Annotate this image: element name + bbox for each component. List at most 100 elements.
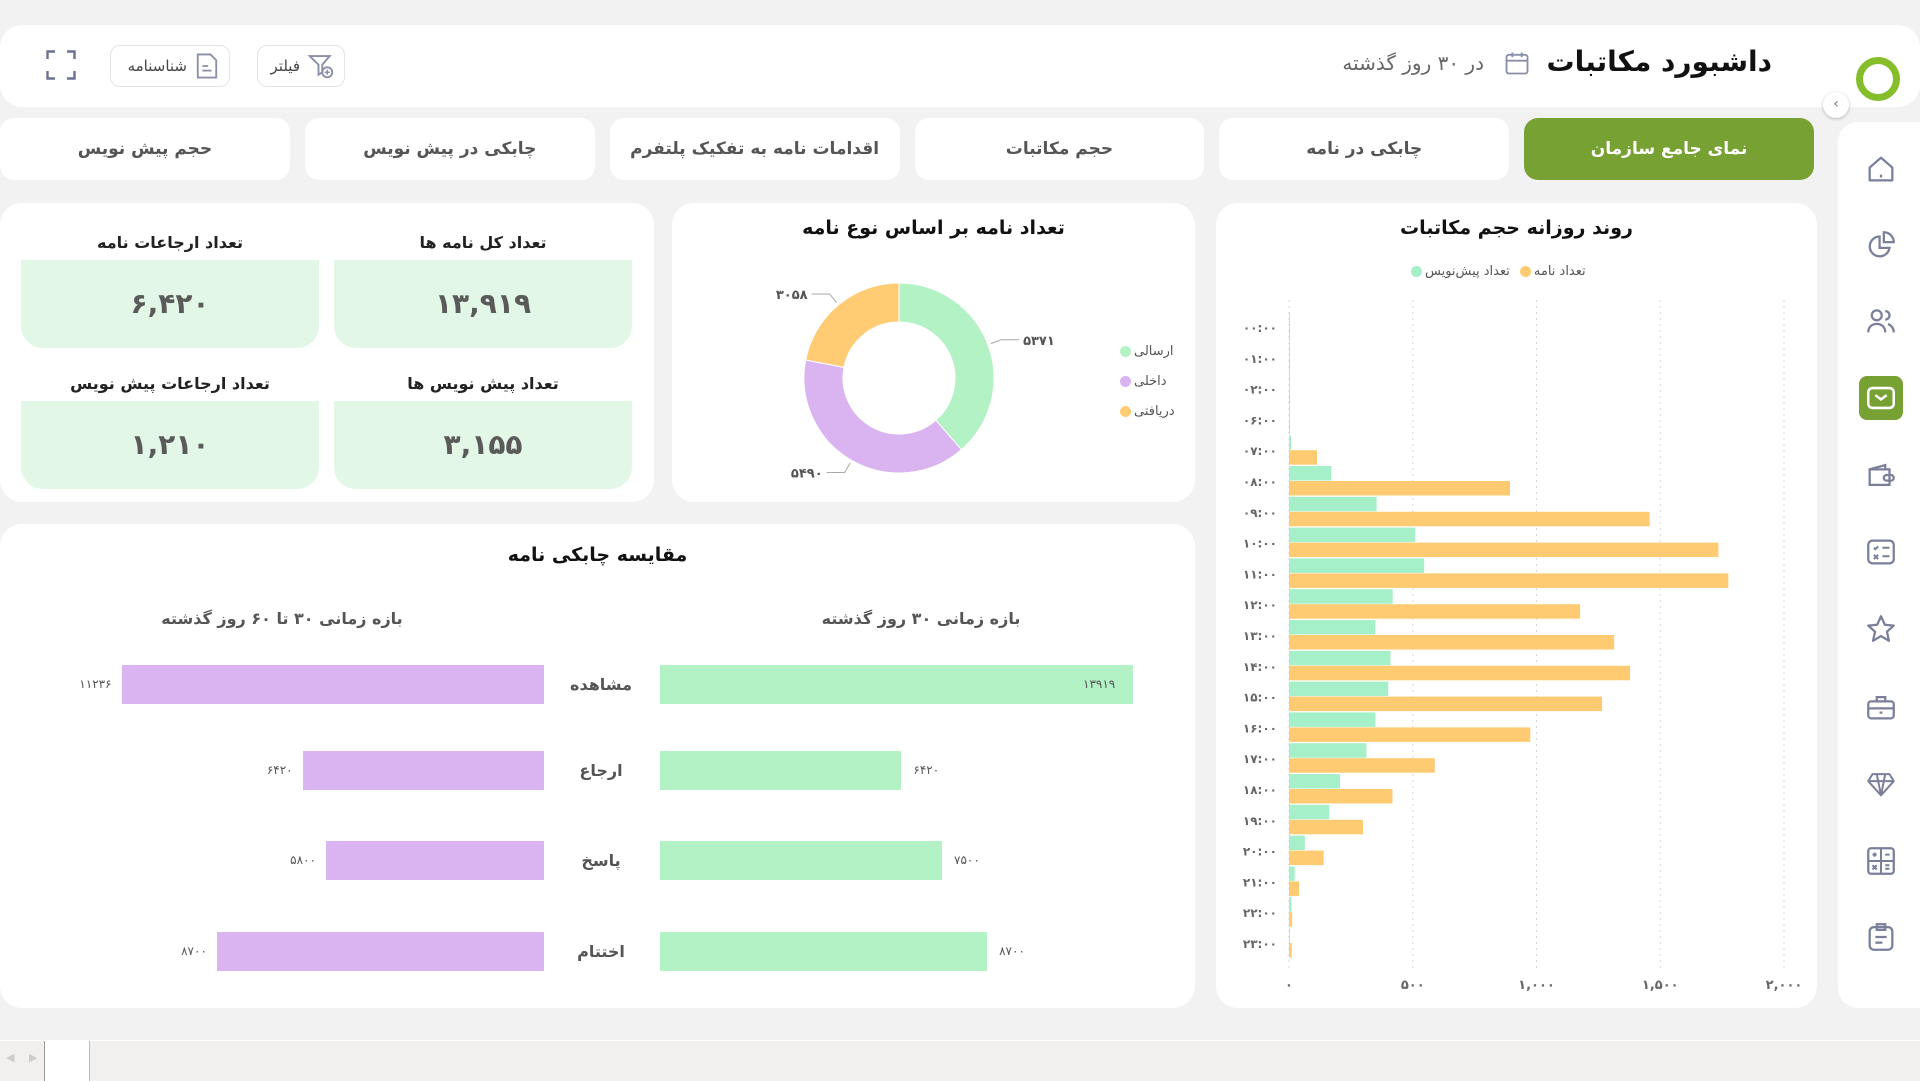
x-tick-label: ۵۰۰ [1401,978,1425,993]
kpi-label: تعداد ارجاعات پیش نویس [21,366,319,401]
bar-recent[interactable] [660,665,1133,704]
sidebar-item-briefcase[interactable] [1859,685,1903,729]
bar-letter[interactable] [1289,450,1317,465]
bar-letter[interactable] [1289,665,1631,681]
sidebar-item-home[interactable] [1859,147,1903,191]
bar-previous[interactable] [121,665,544,704]
tab-5[interactable]: حجم پیش نویس [0,118,290,180]
donut-slice[interactable] [805,282,900,368]
sidebar-item-clipboard[interactable] [1859,915,1903,959]
bar-draft[interactable] [1289,804,1330,820]
bar-draft[interactable] [1289,527,1416,543]
filter-button[interactable]: فیلتر [257,45,345,87]
bar-letter[interactable] [1289,481,1511,496]
y-tick-label: ۱۴:۰۰ [1243,660,1277,674]
home-icon [1868,156,1894,182]
legend-item-drafts[interactable]: تعداد پیش‌نویس [1411,264,1510,279]
bar-letter[interactable] [1289,912,1293,927]
bar-draft[interactable] [1289,774,1340,789]
fullscreen-icon[interactable] [43,47,79,83]
bar-letter[interactable] [1289,388,1290,404]
donut-slice[interactable] [803,359,963,474]
collapse-sidebar-button[interactable]: ‹ [1823,92,1849,118]
bar-draft[interactable] [1289,928,1290,943]
profile-label: شناسنامه [127,57,187,75]
donut-slice[interactable] [898,282,995,451]
bar-letter[interactable] [1289,357,1290,373]
bar-letter[interactable] [1289,327,1290,342]
bar-letter[interactable] [1289,758,1435,773]
scroll-left-icon[interactable]: ◀ [6,1051,15,1064]
header-bar: داشبورد مکاتبات در ۳۰ روز گذشته فیلتر شن… [0,25,1920,107]
bar-draft[interactable] [1289,743,1367,758]
bar-letter[interactable] [1289,943,1292,958]
bar-draft[interactable] [1289,466,1332,481]
bar-letter[interactable] [1289,573,1729,588]
bar-draft[interactable] [1289,373,1290,389]
legend-item-letters[interactable]: تعداد نامه [1519,264,1586,279]
bar-draft[interactable] [1289,435,1291,450]
bar-draft[interactable] [1289,589,1393,604]
daily-bar-chart: ۰ ۵۰۰ ۱,۰۰۰ ۱,۵۰۰ ۲,۰۰۰ ۰۰:۰۰ ۰۱:۰۰ ۰۲:۰۰ ۰۶:۰۰ ۰… [1243,300,1803,993]
bar-draft[interactable] [1289,712,1376,727]
legend-item[interactable]: داخلی [1120,366,1175,396]
bar-recent[interactable] [660,932,988,971]
sidebar-item-diamond[interactable] [1859,762,1903,806]
legend-label: تعداد پیش‌نویس [1425,264,1510,279]
tab-0[interactable]: نمای جامع سازمان [1524,118,1814,180]
bar-draft[interactable] [1289,681,1389,697]
x-tick-label: ۲,۰۰۰ [1766,978,1803,993]
bar-draft[interactable] [1289,650,1391,666]
wallet-icon [1868,463,1895,487]
bar-letter[interactable] [1289,696,1603,712]
bar-previous[interactable] [302,751,544,790]
sidebar-item-calculator[interactable] [1859,839,1903,883]
label-leader-line [990,339,1020,345]
sidebar-item-star[interactable] [1859,607,1903,651]
agility-comparison-card: مقایسه چابکی نامه بازه زمانی ۳۰ روز گذشت… [0,524,1195,1008]
sheet-tab[interactable] [44,1041,90,1081]
bar-draft[interactable] [1289,835,1305,851]
sidebar-item-mail[interactable] [1859,376,1903,420]
tab-2[interactable]: حجم مکاتبات [914,118,1205,180]
bar-previous[interactable] [325,841,544,880]
bar-letter[interactable] [1289,604,1581,619]
bar-draft[interactable] [1289,312,1290,327]
sidebar-item-wallet[interactable] [1859,453,1903,497]
bar-recent[interactable] [660,841,942,880]
filter-label: فیلتر [270,57,300,75]
bar-letter[interactable] [1289,635,1615,650]
legend-dot [1120,375,1131,387]
bar-draft[interactable] [1289,404,1290,419]
legend-item[interactable]: دریافتی [1120,396,1175,426]
y-tick-label: ۰۲:۰۰ [1243,383,1277,397]
calendar-icon [1505,52,1529,75]
bar-draft[interactable] [1289,620,1376,635]
sidebar-item-users[interactable] [1859,299,1903,343]
profile-button[interactable]: شناسنامه [110,45,230,87]
bar-letter[interactable] [1289,819,1364,835]
bar-letter[interactable] [1289,419,1290,434]
bar-draft[interactable] [1289,342,1290,358]
bar-previous[interactable] [216,932,544,971]
legend-item[interactable]: ارسالی [1120,336,1175,366]
bar-draft[interactable] [1289,558,1425,573]
bar-draft[interactable] [1289,897,1292,912]
bar-letter[interactable] [1289,881,1300,896]
sidebar-item-checklist[interactable] [1859,530,1903,574]
bar-draft[interactable] [1289,866,1295,881]
bar-letter[interactable] [1289,789,1393,804]
bar-draft[interactable] [1289,496,1377,512]
tab-3[interactable]: اقدامات نامه به تفکیک پلتفرم [609,118,900,180]
tab-4[interactable]: چابکی در پیش نویس [304,118,595,180]
kpi-value: ۱۳,۹۱۹ [434,287,532,320]
bar-recent[interactable] [660,751,902,790]
bar-letter[interactable] [1289,542,1719,558]
scroll-right-icon[interactable]: ▶ [29,1051,38,1064]
filter-icon [307,55,334,79]
bar-letter[interactable] [1289,850,1324,866]
sidebar-item-pie-chart[interactable] [1859,223,1903,267]
tab-1[interactable]: چابکی در نامه [1219,118,1510,180]
bar-letter[interactable] [1289,511,1650,527]
bar-letter[interactable] [1289,727,1531,742]
